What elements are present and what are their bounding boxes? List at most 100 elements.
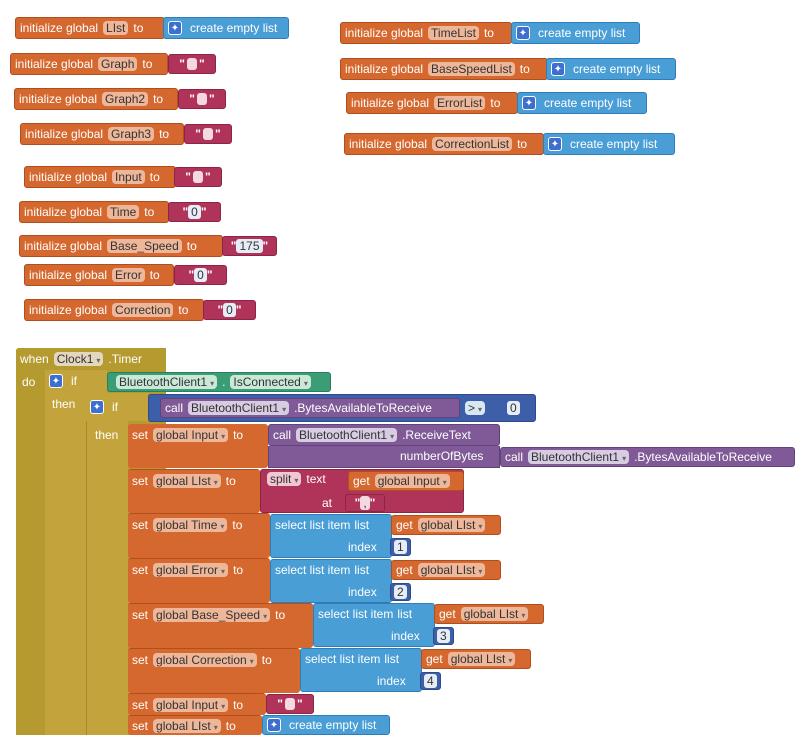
global-init-graph[interactable]: initialize global Graph to <box>10 53 168 75</box>
create-empty-list-block[interactable]: ✦ create empty list <box>546 58 676 80</box>
get-list-block[interactable]: get global LIst ▾ <box>434 604 544 624</box>
text-block[interactable]: ", " <box>345 494 385 512</box>
variable-name[interactable]: Time <box>107 205 140 219</box>
component-dropdown[interactable]: BluetoothClient1 ▾ <box>296 428 398 442</box>
text-block[interactable]: " 175 " <box>222 236 277 256</box>
create-empty-list-block[interactable]: ✦ create empty list <box>543 133 675 155</box>
bluetooth-isconnected-block[interactable]: BluetoothClient1 ▾ . IsConnected ▾ <box>107 372 331 392</box>
empty-text-field[interactable] <box>203 128 213 140</box>
call-bytes-available-block[interactable]: call BluetoothClient1 ▾ .BytesAvailableTo… <box>500 447 795 467</box>
global-init-graph3[interactable]: initialize global Graph3 to <box>20 123 184 145</box>
gear-icon[interactable]: ✦ <box>551 62 565 76</box>
global-init-graph2[interactable]: initialize global Graph2 to <box>14 88 178 110</box>
get-input-block[interactable]: get global Input ▾ <box>348 471 464 491</box>
variable-dropdown[interactable]: global Input ▾ <box>153 697 229 712</box>
set-input-clear-block[interactable]: set global Input ▾ to <box>128 693 266 715</box>
text-block[interactable]: " " <box>174 167 222 187</box>
select-list-item-block[interactable]: select list item list <box>313 603 435 647</box>
global-init-input[interactable]: initialize global Input to <box>24 166 176 188</box>
variable-name[interactable]: Graph3 <box>108 127 155 141</box>
call-receive-text-block[interactable]: call BluetoothClient1 ▾ .ReceiveText <box>268 424 500 446</box>
gear-icon[interactable]: ✦ <box>90 400 104 414</box>
text-block[interactable]: " " <box>266 694 314 714</box>
global-init-basespeedlist[interactable]: initialize global BaseSpeedList to <box>340 58 548 80</box>
gear-icon[interactable]: ✦ <box>49 374 63 388</box>
gear-icon[interactable]: ✦ <box>522 96 536 110</box>
component-dropdown[interactable]: BluetoothClient1 ▾ <box>116 375 218 389</box>
global-init-list[interactable]: initialize global LIst to <box>15 17 165 39</box>
variable-dropdown[interactable]: global Input ▾ <box>153 428 229 442</box>
set-time-block[interactable]: set global Time ▾ to <box>128 513 270 558</box>
variable-name[interactable]: Base_Speed <box>107 239 182 253</box>
empty-text-field[interactable] <box>193 171 203 183</box>
global-init-correction[interactable]: initialize global Correction to <box>24 299 204 321</box>
variable-dropdown[interactable]: global Base_Speed ▾ <box>153 608 271 622</box>
number-block[interactable]: 1 <box>390 538 411 556</box>
text-field[interactable]: 0 <box>188 205 201 219</box>
set-list-block[interactable]: set global LIst ▾ to <box>128 469 260 513</box>
text-block[interactable]: " 0 " <box>174 265 227 285</box>
variable-name[interactable]: BaseSpeedList <box>428 62 515 76</box>
text-block[interactable]: " " <box>168 54 216 74</box>
create-empty-list-block[interactable]: ✦ create empty list <box>262 715 390 735</box>
gear-icon[interactable]: ✦ <box>168 21 182 35</box>
variable-name[interactable]: Error <box>112 268 145 282</box>
global-init-base-speed[interactable]: initialize global Base_Speed to <box>19 235 223 257</box>
variable-name[interactable]: TimeList <box>428 26 479 40</box>
select-list-item-block[interactable]: select list item list <box>270 559 392 603</box>
set-correction-block[interactable]: set global Correction ▾ to <box>128 648 300 693</box>
variable-name[interactable]: CorrectionList <box>432 137 513 151</box>
text-block[interactable]: " " <box>178 89 226 109</box>
variable-dropdown[interactable]: global Correction ▾ <box>153 653 257 667</box>
variable-dropdown[interactable]: global LIst ▾ <box>460 607 529 621</box>
component-dropdown[interactable]: BluetoothClient1 ▾ <box>188 401 290 415</box>
create-empty-list-block[interactable]: ✦ create empty list <box>511 22 640 44</box>
component-dropdown[interactable]: BluetoothClient1 ▾ <box>528 450 630 464</box>
gear-icon[interactable]: ✦ <box>548 137 562 151</box>
get-list-block[interactable]: get global LIst ▾ <box>421 649 531 669</box>
gear-icon[interactable]: ✦ <box>267 718 281 732</box>
text-field[interactable]: 175 <box>236 239 263 253</box>
variable-name[interactable]: LIst <box>103 21 129 35</box>
if-block-inner[interactable] <box>86 393 128 735</box>
property-dropdown[interactable]: IsConnected ▾ <box>230 375 311 389</box>
create-empty-list-block[interactable]: ✦ create empty list <box>163 17 289 39</box>
empty-text-field[interactable] <box>285 698 295 710</box>
number-block[interactable]: 2 <box>390 583 411 601</box>
variable-dropdown[interactable]: global LIst ▾ <box>153 718 221 733</box>
global-init-time[interactable]: initialize global Time to <box>19 201 169 223</box>
variable-name[interactable]: Graph <box>98 57 138 71</box>
component-dropdown[interactable]: Clock1 ▾ <box>53 352 104 366</box>
text-field[interactable]: 0 <box>194 268 207 282</box>
empty-text-field[interactable] <box>197 93 207 105</box>
variable-dropdown[interactable]: global LIst ▾ <box>153 474 221 488</box>
variable-name[interactable]: ErrorList <box>434 96 486 110</box>
text-field[interactable]: 0 <box>223 303 236 317</box>
variable-name[interactable]: Input <box>112 170 145 184</box>
global-init-error[interactable]: initialize global Error to <box>24 264 174 286</box>
empty-text-field[interactable] <box>187 58 197 70</box>
global-init-timelist[interactable]: initialize global TimeList to <box>340 22 512 44</box>
set-base-speed-block[interactable]: set global Base_Speed ▾ to <box>128 603 313 648</box>
set-list-clear-block[interactable]: set global LIst ▾ to <box>128 715 262 735</box>
set-input-block[interactable]: set global Input ▾ to <box>128 424 268 468</box>
number-block[interactable]: 4 <box>420 672 441 690</box>
select-list-item-block[interactable]: select list item list <box>270 514 392 558</box>
gear-icon[interactable]: ✦ <box>516 26 530 40</box>
variable-name[interactable]: Correction <box>112 303 174 317</box>
select-list-item-block[interactable]: select list item list <box>300 648 422 692</box>
create-empty-list-block[interactable]: ✦ create empty list <box>517 92 647 114</box>
call-bytes-available-block[interactable]: call BluetoothClient1 ▾ .BytesAvailableTo… <box>160 398 460 418</box>
variable-dropdown[interactable]: global Input ▾ <box>374 474 450 488</box>
global-init-correctionlist[interactable]: initialize global CorrectionList to <box>344 133 544 155</box>
variable-dropdown[interactable]: global LIst ▾ <box>417 518 486 532</box>
text-block[interactable]: " 0 " <box>168 202 221 222</box>
text-block[interactable]: " 0 " <box>203 300 256 320</box>
number-field[interactable]: 0 <box>507 401 520 415</box>
variable-dropdown[interactable]: global Error ▾ <box>153 563 229 577</box>
number-block[interactable]: 3 <box>433 627 454 645</box>
variable-dropdown[interactable]: global LIst ▾ <box>447 652 516 666</box>
get-list-block[interactable]: get global LIst ▾ <box>391 560 501 580</box>
text-block[interactable]: " " <box>184 124 232 144</box>
set-error-block[interactable]: set global Error ▾ to <box>128 558 270 603</box>
